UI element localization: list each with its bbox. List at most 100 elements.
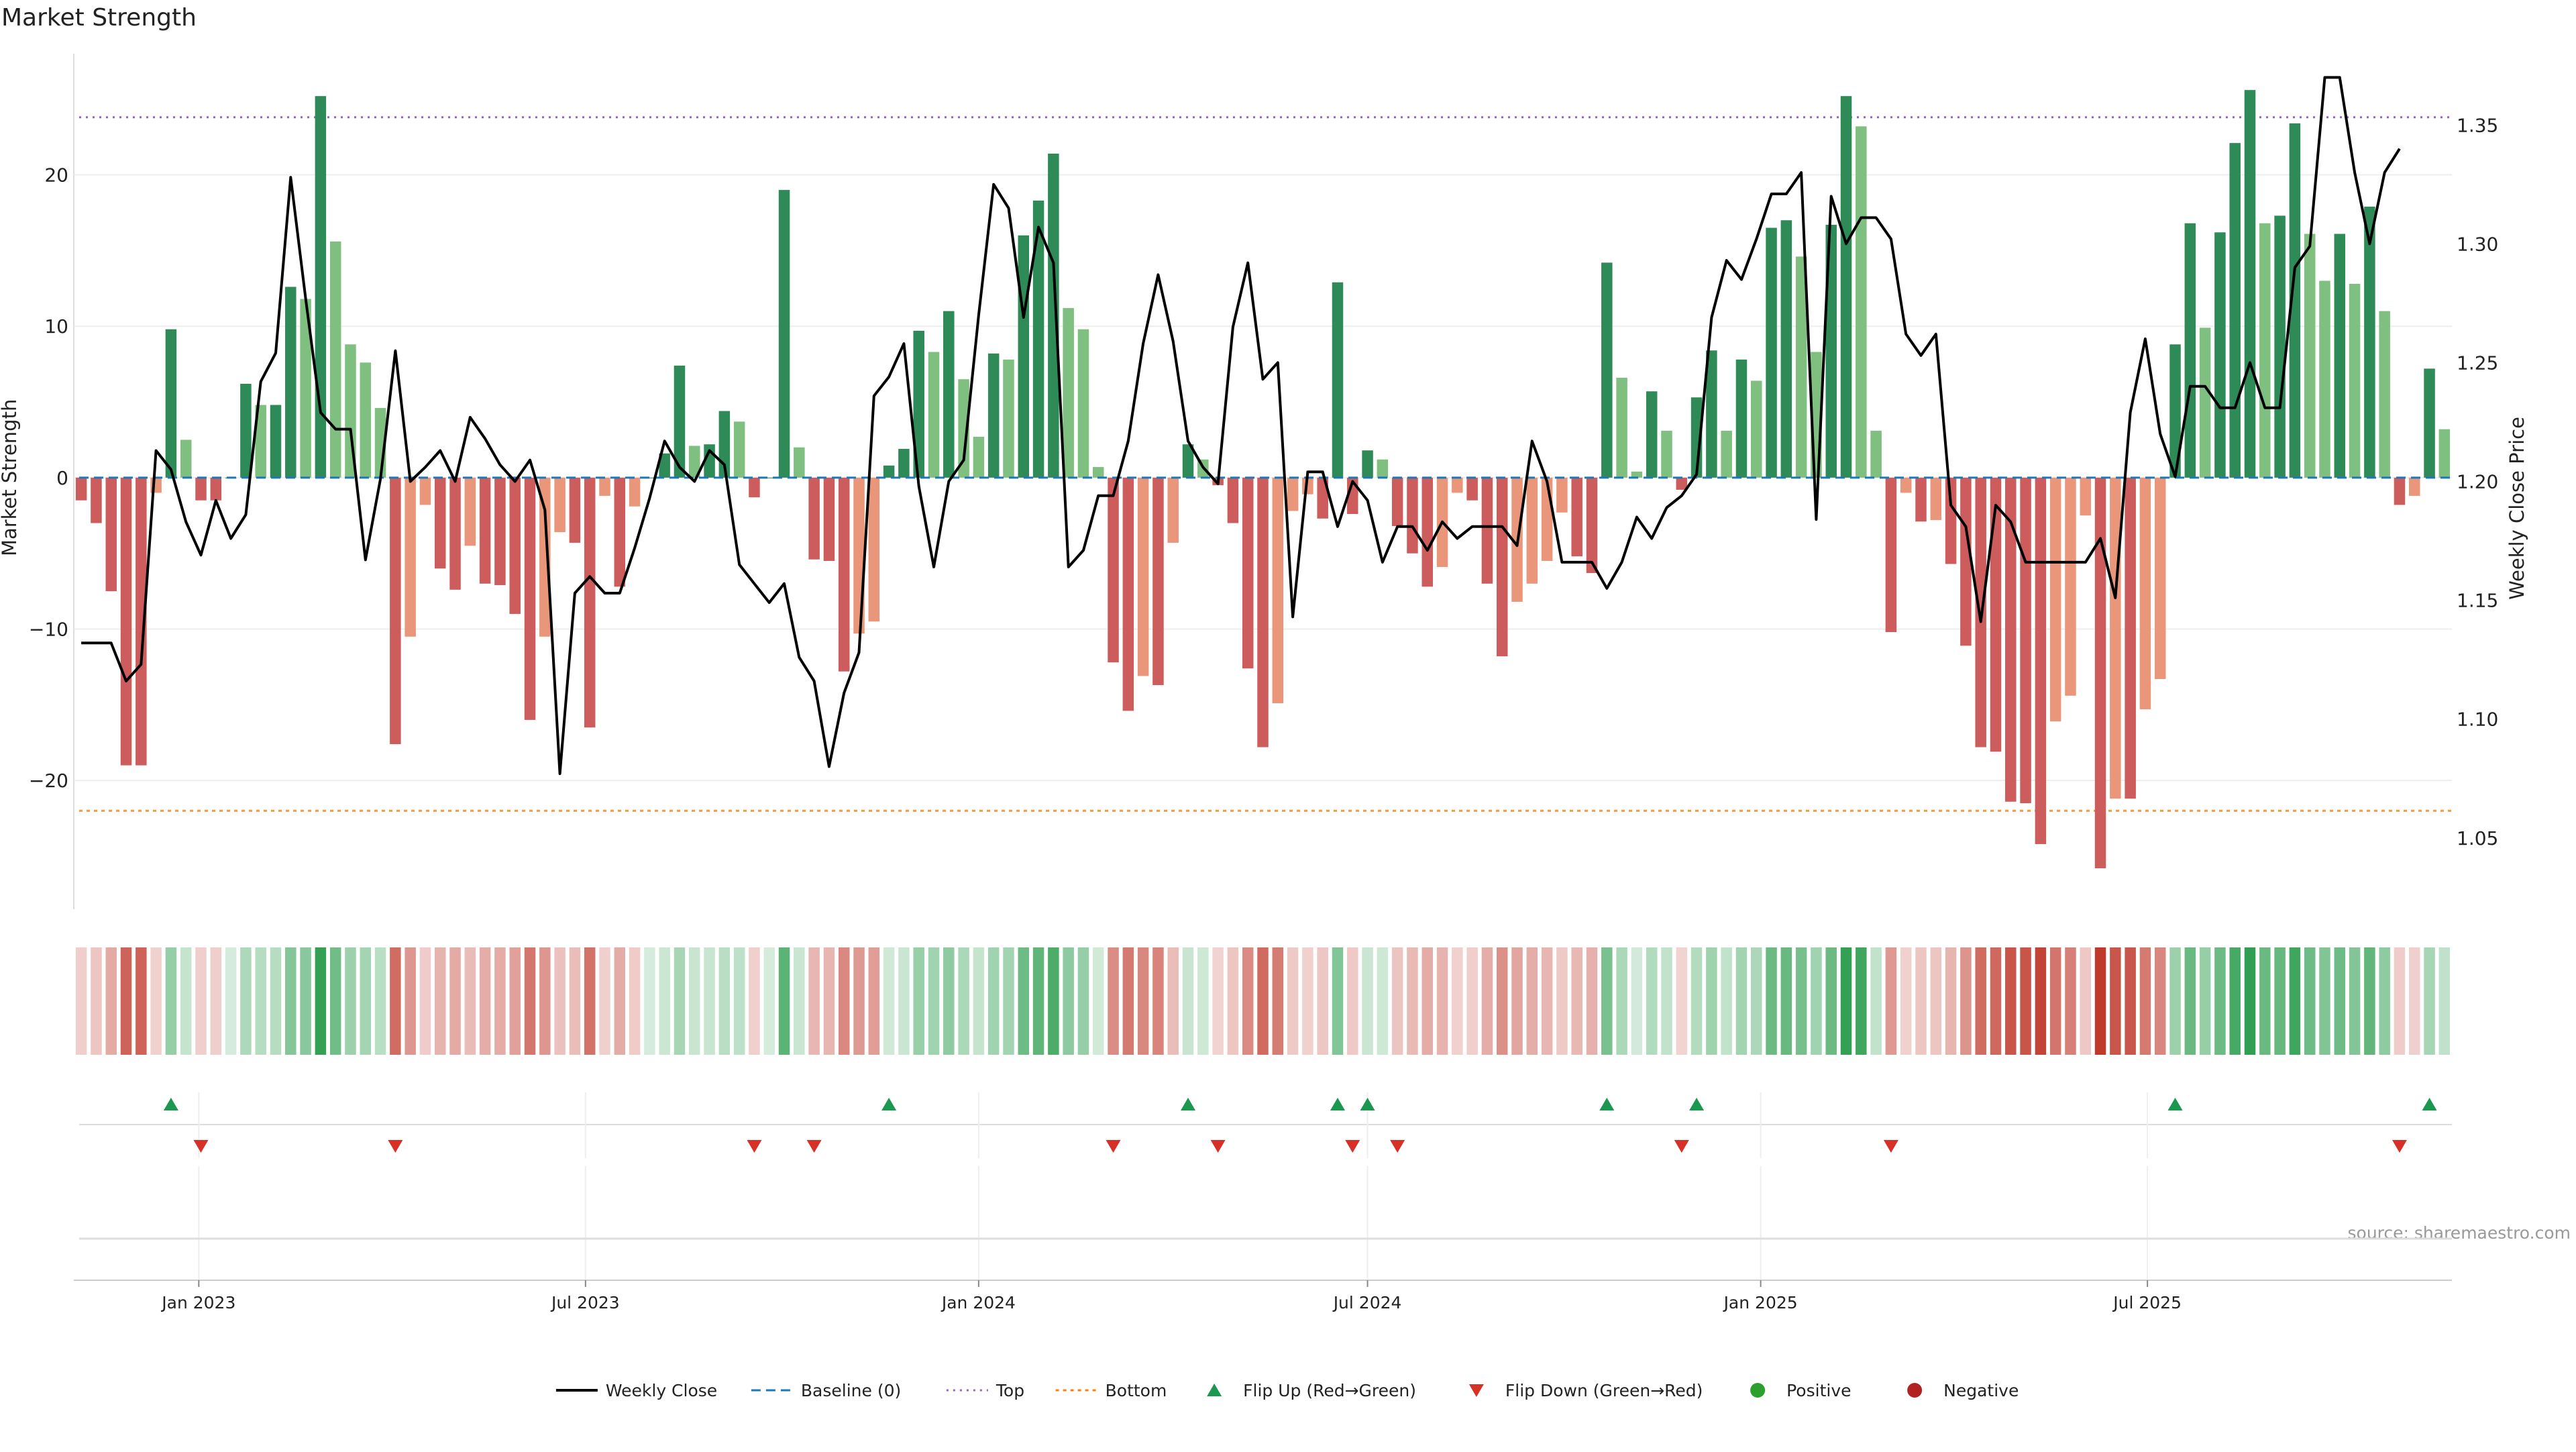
strength-bar (1391, 477, 1403, 527)
heat-cell (509, 947, 521, 1055)
heat-cell (1526, 947, 1538, 1055)
strength-bar (1616, 377, 1627, 478)
heat-cell (1466, 947, 1478, 1055)
dot-panel (79, 1166, 2452, 1280)
legend-item-close: Weekly Close (555, 1381, 717, 1400)
flip-down-marker (2392, 1140, 2407, 1153)
heat-cell (1212, 947, 1224, 1055)
flip-up-marker (881, 1098, 897, 1110)
strength-bar (1063, 308, 1074, 478)
legend-label: Negative (1943, 1381, 2019, 1400)
heat-cell (913, 947, 924, 1055)
heat-cell (1646, 947, 1658, 1055)
heat-cell (778, 947, 790, 1055)
strength-bar (494, 477, 506, 586)
legend-item-top: Top (946, 1381, 1024, 1400)
strength-bar (2394, 477, 2406, 505)
x-tick-label: Jan 2025 (1723, 1293, 1798, 1312)
y-tick-label: −20 (29, 770, 68, 792)
heat-cell (2259, 947, 2271, 1055)
heat-cell (195, 947, 207, 1055)
y2-tick-label: 1.30 (2457, 233, 2498, 255)
heat-cell (300, 947, 311, 1055)
heat-cell (2364, 947, 2375, 1055)
flip-down-marker (193, 1140, 209, 1153)
heat-cell (883, 947, 895, 1055)
heat-cell (2229, 947, 2241, 1055)
heat-cell (987, 947, 1000, 1055)
strength-bar (1870, 430, 1882, 478)
strength-bar (1571, 477, 1582, 557)
heat-cell (1287, 947, 1299, 1055)
heat-cell (838, 947, 850, 1055)
strength-bar (823, 477, 835, 561)
legend-item-bottom: Bottom (1055, 1381, 1167, 1400)
strength-bar (778, 190, 790, 478)
heat-cell (255, 947, 266, 1055)
strength-bar (1795, 256, 1807, 478)
strength-bar (1332, 282, 1344, 478)
strength-bar (2274, 215, 2286, 478)
strength-bar (210, 477, 222, 501)
heat-cell (2110, 947, 2121, 1055)
strength-bar (1317, 477, 1328, 519)
strength-bar (1661, 430, 1672, 478)
heat-cell (2035, 947, 2047, 1055)
strength-bar (1018, 235, 1030, 478)
y2-tick-label: 1.15 (2457, 590, 2498, 612)
heat-cell (823, 947, 835, 1055)
legend-item-flipup: Flip Up (Red→Green) (1207, 1381, 1416, 1400)
heat-cell (1616, 947, 1627, 1055)
strength-bar (1676, 477, 1688, 490)
heat-cell (2394, 947, 2406, 1055)
strength-bar (329, 241, 341, 478)
strength-bar (2244, 90, 2256, 478)
heat-cell (315, 947, 327, 1055)
strength-bar (1631, 471, 1643, 478)
heat-cell (2438, 947, 2451, 1055)
heat-cell (1108, 947, 1119, 1055)
heat-cell (2244, 947, 2256, 1055)
heat-cell (2274, 947, 2286, 1055)
x-tick-label: Jul 2025 (2112, 1293, 2182, 1312)
strength-bar (2005, 477, 2017, 802)
strength-bar (1287, 477, 1299, 511)
strength-bar (136, 477, 147, 766)
y2-tick-label: 1.35 (2457, 114, 2498, 136)
legend-swatch (1207, 1384, 1222, 1396)
strength-bar (973, 436, 985, 478)
strength-bar (853, 477, 865, 634)
heat-cell (1436, 947, 1448, 1055)
heat-cell (898, 947, 910, 1055)
heat-cell (1735, 947, 1748, 1055)
weekly-close-line (81, 76, 2401, 776)
strength-bar (315, 96, 327, 478)
strength-bar (285, 287, 297, 478)
strength-bar (1092, 467, 1104, 478)
heat-cell (270, 947, 282, 1055)
y-axis-label: Market Strength (0, 399, 21, 556)
strength-bar (1990, 477, 2002, 752)
strength-bar (2139, 477, 2151, 710)
strength-bar (360, 362, 372, 478)
y2-tick-label: 1.10 (2457, 709, 2498, 731)
heat-cell (1152, 947, 1164, 1055)
heat-cell (1945, 947, 1957, 1055)
heat-cell (1706, 947, 1717, 1055)
heat-cell (554, 947, 566, 1055)
legend-label: Flip Down (Green→Red) (1505, 1381, 1703, 1400)
strength-bar (898, 448, 910, 478)
strength-bar (958, 379, 969, 478)
heat-cell (91, 947, 102, 1055)
legend-label: Positive (1786, 1381, 1851, 1400)
heat-cell (1063, 947, 1074, 1055)
strength-bar (2259, 223, 2271, 478)
heat-cell (360, 947, 372, 1055)
heat-cell (1197, 947, 1209, 1055)
strength-bar (390, 477, 401, 745)
strength-bar (584, 477, 596, 728)
strength-bar (614, 477, 626, 587)
heat-cell (1362, 947, 1373, 1055)
strength-bar (479, 477, 491, 584)
